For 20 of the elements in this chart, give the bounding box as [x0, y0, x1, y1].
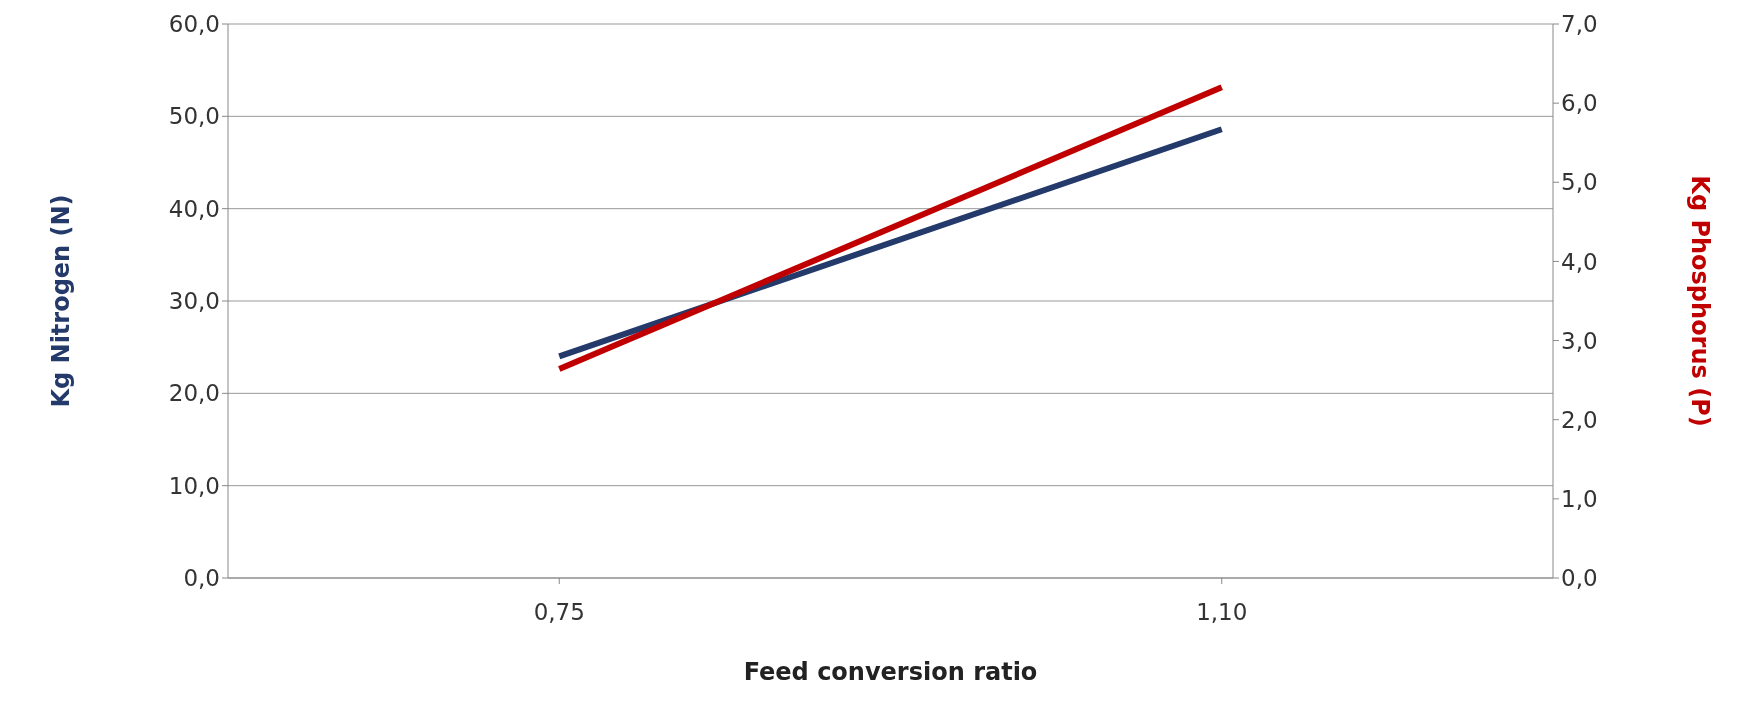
x-tick-label: 1,10	[1196, 599, 1248, 626]
y-tick-label: 50,0	[168, 103, 220, 130]
x-axis-title: Feed conversion ratio	[743, 658, 1038, 686]
y2-tick-label: 6,0	[1561, 90, 1598, 117]
y-tick-label: 30,0	[168, 288, 220, 315]
y2-axis-title: Kg Phosphorus (P)	[1686, 175, 1715, 427]
y-tick-label: 40,0	[168, 195, 220, 222]
y-tick-label: 10,0	[168, 472, 220, 499]
y-tick-label: 0,0	[183, 565, 220, 592]
y2-tick-label: 1,0	[1561, 486, 1598, 513]
y-tick-label: 20,0	[168, 380, 220, 407]
y2-tick-label: 2,0	[1561, 406, 1598, 433]
y-tick-label: 60,0	[168, 11, 220, 38]
y2-tick-label: 4,0	[1561, 248, 1598, 275]
y2-tick-label: 3,0	[1561, 327, 1598, 354]
x-tick-label: 0,75	[533, 599, 585, 626]
y2-tick-label: 5,0	[1561, 169, 1598, 196]
y2-tick-label: 7,0	[1561, 11, 1598, 38]
y2-tick-label: 0,0	[1561, 565, 1598, 592]
y-axis-title: Kg Nitrogen (N)	[46, 194, 75, 408]
